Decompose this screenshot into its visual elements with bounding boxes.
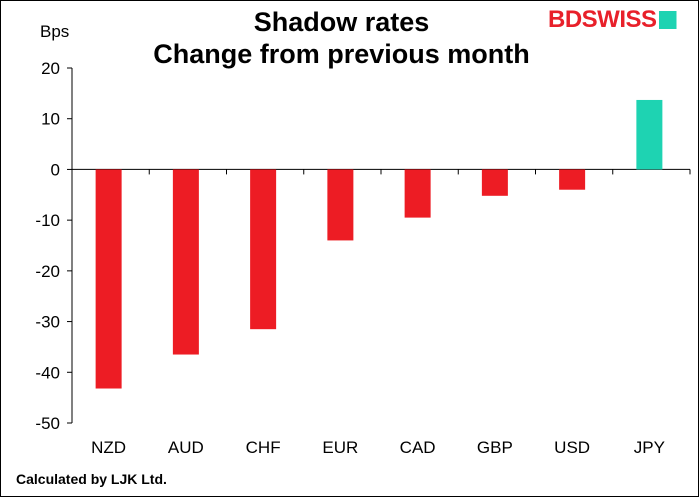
x-tick-label-usd: USD: [554, 438, 590, 457]
bar-aud: [172, 169, 199, 355]
x-tick-label-nzd: NZD: [91, 438, 126, 457]
logo-text-swiss: SWISS: [581, 6, 657, 33]
y-tick-label: -30: [35, 313, 60, 332]
x-tick-label-cad: CAD: [400, 438, 436, 457]
bar-nzd: [95, 169, 122, 389]
x-tick-label-eur: EUR: [322, 438, 358, 457]
bar-usd: [559, 169, 586, 190]
footer-note: Calculated by LJK Ltd.: [16, 471, 167, 487]
logo-text-bd: BD: [548, 6, 582, 33]
chart-title-line2: Change from previous month: [153, 39, 530, 69]
logo-accent-icon: [658, 11, 677, 29]
y-tick-label: 20: [41, 59, 60, 78]
y-tick-label: -40: [35, 363, 60, 382]
x-tick-label-chf: CHF: [246, 438, 281, 457]
y-tick-label: 0: [51, 160, 60, 179]
x-tick-label-jpy: JPY: [634, 438, 665, 457]
bar-jpy: [636, 99, 663, 170]
y-tick-label: -10: [35, 211, 60, 230]
bar-chf: [250, 169, 277, 330]
bar-cad: [404, 169, 431, 218]
x-tick-label-gbp: GBP: [477, 438, 513, 457]
bar-eur: [327, 169, 354, 241]
x-tick-label-aud: AUD: [168, 438, 204, 457]
bar-gbp: [481, 169, 508, 196]
y-tick-label: 10: [41, 110, 60, 129]
y-axis-label: Bps: [40, 22, 70, 41]
chart-title-line1: Shadow rates: [253, 7, 430, 37]
y-tick-label: -20: [35, 262, 60, 281]
y-tick-label: -50: [35, 414, 60, 433]
bdswiss-logo: BD SWISS: [548, 6, 677, 33]
